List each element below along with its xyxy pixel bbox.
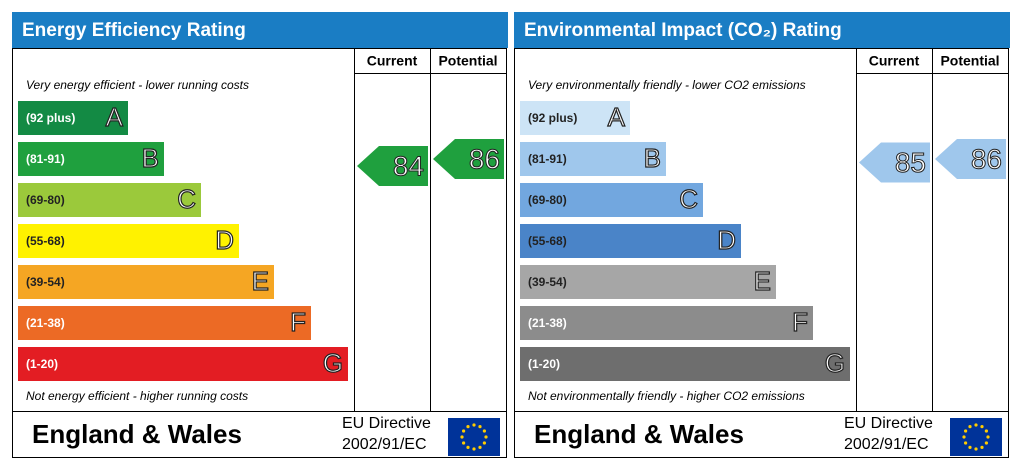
eu-star: [984, 441, 988, 445]
rating-band: [18, 347, 348, 381]
eu-star: [484, 435, 488, 439]
band-letter: G: [323, 348, 343, 378]
region: England & Wales: [534, 419, 744, 449]
band-range: (1-20): [26, 357, 58, 371]
band-range: (92 plus): [26, 111, 75, 125]
rating-band: [18, 265, 274, 299]
eu-star: [962, 435, 966, 439]
band-letter: A: [608, 102, 626, 132]
band-letter: F: [290, 307, 306, 337]
rating-band: [520, 306, 813, 340]
eu-star: [986, 435, 990, 439]
column-header: Current: [869, 53, 920, 69]
band-letter: C: [679, 184, 698, 214]
rating-panel: Energy Efficiency Rating Current Potential…: [12, 12, 508, 458]
column-header: Current: [367, 53, 418, 69]
eu-star: [466, 425, 470, 429]
band-range: (1-20): [528, 357, 560, 371]
rating-band: [18, 142, 164, 176]
rating-band: [520, 183, 703, 217]
eu-star: [478, 445, 482, 449]
column-header: Potential: [438, 53, 497, 69]
rating-value: 84: [393, 150, 424, 181]
panel-header: [12, 12, 508, 48]
eu-star: [472, 447, 476, 451]
top-note: Very energy efficient - lower running co…: [26, 78, 249, 92]
band-letter: G: [825, 348, 845, 378]
band-range: (81-91): [528, 152, 567, 166]
rating-band: [18, 101, 128, 135]
rating-value: 85: [895, 147, 926, 178]
band-range: (21-38): [26, 316, 65, 330]
rating-band: [520, 224, 741, 258]
band-range: (39-54): [528, 275, 567, 289]
eu-star: [974, 447, 978, 451]
rating-arrow: [433, 139, 504, 179]
rating-value: 86: [971, 143, 1002, 174]
eu-star: [964, 429, 968, 433]
band-letter: F: [792, 307, 808, 337]
panel-frame: [12, 48, 507, 458]
band-range: (21-38): [528, 316, 567, 330]
eu-star: [964, 441, 968, 445]
band-range: (55-68): [528, 234, 567, 248]
band-letter: D: [717, 225, 736, 255]
band-range: (92 plus): [528, 111, 577, 125]
directive: 2002/91/EC: [844, 436, 929, 453]
eu-star: [462, 441, 466, 445]
band-range: (69-80): [528, 193, 567, 207]
band-letter: E: [252, 266, 269, 296]
panel-title: Energy Efficiency Rating: [22, 20, 246, 41]
eu-star: [968, 425, 972, 429]
rating-arrow: [859, 142, 930, 183]
band-letter: B: [644, 143, 661, 173]
eu-star: [460, 435, 464, 439]
eu-star: [462, 429, 466, 433]
rating-band: [18, 306, 311, 340]
region: England & Wales: [32, 419, 242, 449]
rating-band: [520, 347, 850, 381]
column-header: Potential: [940, 53, 999, 69]
band-range: (69-80): [26, 193, 65, 207]
eu-star: [980, 425, 984, 429]
top-note: Very environmentally friendly - lower CO…: [528, 78, 806, 92]
rating-band: [18, 183, 201, 217]
band-letter: B: [142, 143, 159, 173]
panel-title: Environmental Impact (CO₂) Rating: [524, 20, 842, 41]
band-letter: E: [754, 266, 771, 296]
band-letter: C: [177, 184, 196, 214]
panel-frame: [514, 48, 1009, 458]
eu-star: [984, 429, 988, 433]
eu-star: [466, 445, 470, 449]
band-letter: A: [106, 102, 124, 132]
eu-star: [482, 441, 486, 445]
eu-star: [482, 429, 486, 433]
eu-star: [974, 423, 978, 427]
rating-arrow: [935, 139, 1006, 179]
band-range: (81-91): [26, 152, 65, 166]
band-letter: D: [215, 225, 234, 255]
bottom-note: Not energy efficient - higher running co…: [26, 389, 248, 403]
rating-band: [520, 265, 776, 299]
band-range: (39-54): [26, 275, 65, 289]
directive: 2002/91/EC: [342, 436, 427, 453]
eu-star: [478, 425, 482, 429]
directive: EU Directive: [342, 415, 431, 432]
rating-band: [520, 101, 630, 135]
eu-star: [968, 445, 972, 449]
directive: EU Directive: [844, 415, 933, 432]
rating-arrow: [357, 146, 428, 186]
eu-star: [980, 445, 984, 449]
eu-star: [472, 423, 476, 427]
panel-header: [514, 12, 1010, 48]
rating-panel: Environmental Impact (CO₂) Rating Current…: [514, 12, 1010, 458]
rating-value: 86: [469, 143, 500, 174]
bottom-note: Not environmentally friendly - higher CO…: [528, 389, 805, 403]
rating-band: [18, 224, 239, 258]
band-range: (55-68): [26, 234, 65, 248]
rating-band: [520, 142, 666, 176]
